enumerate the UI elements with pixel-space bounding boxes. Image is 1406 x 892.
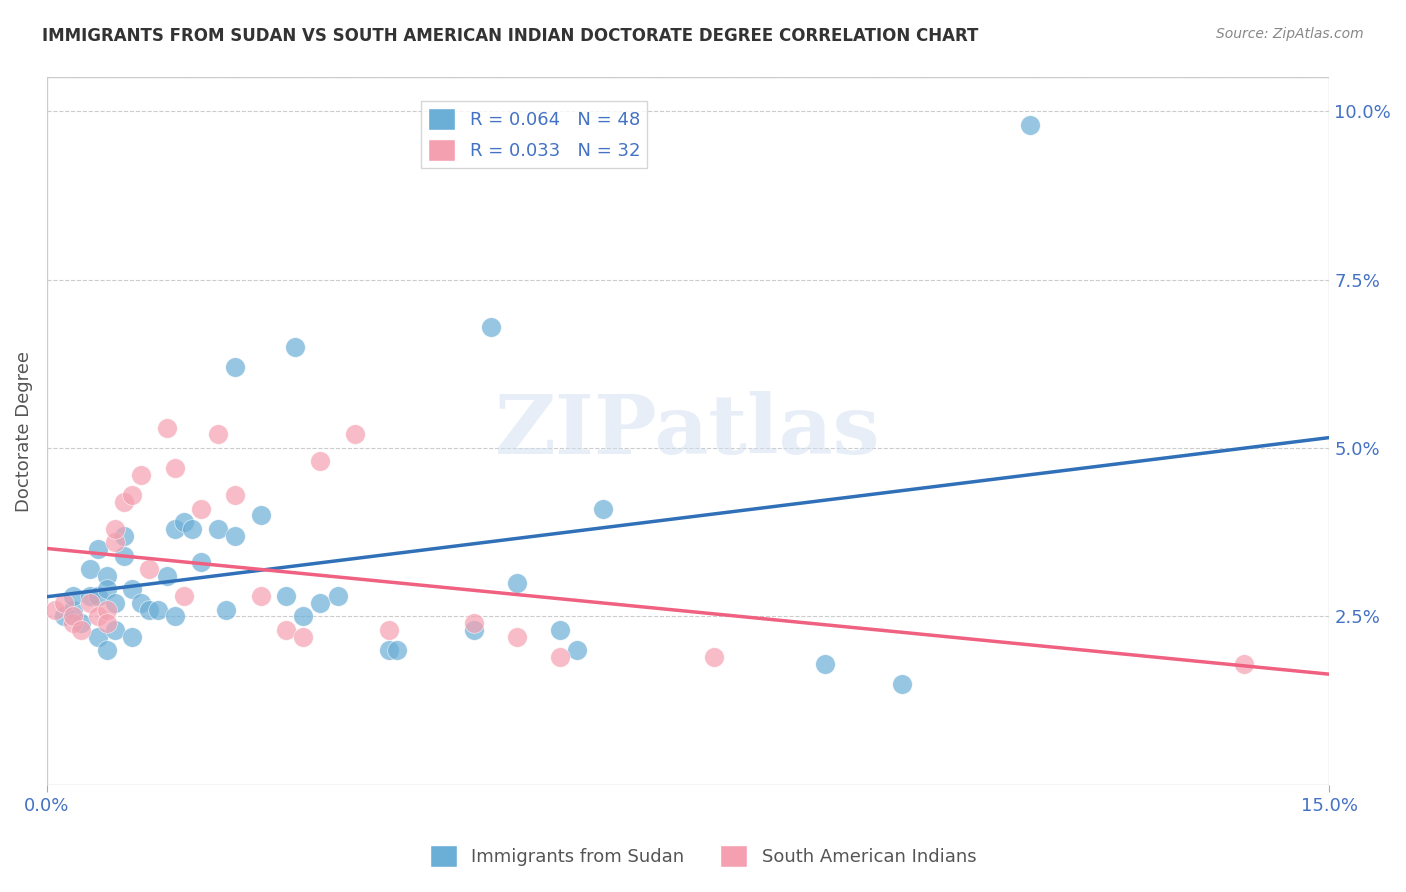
Point <box>62 609 84 624</box>
Point <box>276 589 298 603</box>
Point <box>224 528 246 542</box>
Point <box>309 454 332 468</box>
Point <box>87 609 110 624</box>
Point <box>343 427 366 442</box>
Point <box>104 596 127 610</box>
Point <box>121 630 143 644</box>
Point <box>207 427 229 442</box>
Point <box>463 623 485 637</box>
Point <box>814 657 837 671</box>
Point <box>155 421 177 435</box>
Point <box>181 522 204 536</box>
Point <box>292 630 315 644</box>
Point <box>284 340 307 354</box>
Y-axis label: Doctorate Degree: Doctorate Degree <box>15 351 32 512</box>
Point <box>224 360 246 375</box>
Point <box>104 535 127 549</box>
Point <box>207 522 229 536</box>
Point <box>79 562 101 576</box>
Point <box>165 461 187 475</box>
Point <box>378 643 401 657</box>
Point <box>112 495 135 509</box>
Point <box>62 602 84 616</box>
Point <box>292 609 315 624</box>
Point <box>1019 118 1042 132</box>
Point <box>463 616 485 631</box>
Point <box>44 602 66 616</box>
Point <box>96 616 118 631</box>
Text: ZIPatlas: ZIPatlas <box>495 391 882 471</box>
Point <box>703 649 725 664</box>
Point <box>121 488 143 502</box>
Point <box>62 616 84 631</box>
Point <box>165 522 187 536</box>
Point <box>112 528 135 542</box>
Point <box>548 623 571 637</box>
Text: Source: ZipAtlas.com: Source: ZipAtlas.com <box>1216 27 1364 41</box>
Point <box>165 609 187 624</box>
Point <box>79 589 101 603</box>
Legend: R = 0.064   N = 48, R = 0.033   N = 32: R = 0.064 N = 48, R = 0.033 N = 32 <box>420 101 648 168</box>
Point <box>173 589 195 603</box>
Point <box>506 575 529 590</box>
Point <box>387 643 409 657</box>
Point <box>138 562 160 576</box>
Point <box>249 589 271 603</box>
Point <box>138 602 160 616</box>
Point <box>79 596 101 610</box>
Point <box>104 522 127 536</box>
Point <box>155 569 177 583</box>
Point <box>112 549 135 563</box>
Point <box>87 630 110 644</box>
Point <box>62 589 84 603</box>
Point <box>96 643 118 657</box>
Point <box>481 319 503 334</box>
Legend: Immigrants from Sudan, South American Indians: Immigrants from Sudan, South American In… <box>422 838 984 874</box>
Point <box>129 596 152 610</box>
Point <box>224 488 246 502</box>
Point <box>70 623 93 637</box>
Point <box>87 589 110 603</box>
Point <box>104 623 127 637</box>
Point <box>548 649 571 664</box>
Point <box>1233 657 1256 671</box>
Point <box>87 541 110 556</box>
Point <box>53 609 76 624</box>
Point <box>592 501 614 516</box>
Point <box>276 623 298 637</box>
Point <box>146 602 169 616</box>
Point <box>70 616 93 631</box>
Point <box>309 596 332 610</box>
Point <box>129 467 152 482</box>
Point <box>249 508 271 523</box>
Point <box>173 515 195 529</box>
Point <box>506 630 529 644</box>
Point <box>96 569 118 583</box>
Point <box>190 556 212 570</box>
Text: IMMIGRANTS FROM SUDAN VS SOUTH AMERICAN INDIAN DOCTORATE DEGREE CORRELATION CHAR: IMMIGRANTS FROM SUDAN VS SOUTH AMERICAN … <box>42 27 979 45</box>
Point <box>215 602 238 616</box>
Point <box>96 602 118 616</box>
Point <box>121 582 143 597</box>
Point <box>890 676 912 690</box>
Point <box>378 623 401 637</box>
Point <box>53 596 76 610</box>
Point <box>326 589 349 603</box>
Point <box>190 501 212 516</box>
Point <box>96 582 118 597</box>
Point <box>565 643 588 657</box>
